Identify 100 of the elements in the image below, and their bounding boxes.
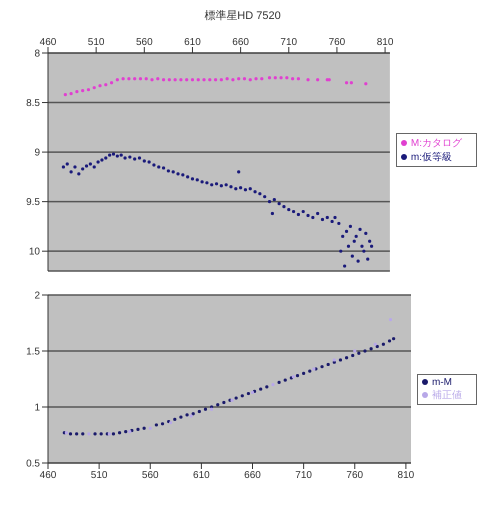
point — [284, 378, 287, 382]
point — [124, 430, 128, 434]
point — [226, 77, 229, 80]
point — [75, 90, 78, 94]
point — [133, 77, 136, 80]
point — [156, 77, 160, 80]
point — [374, 342, 377, 346]
y-tick-label: 9 — [34, 148, 40, 159]
point — [392, 337, 396, 340]
point — [204, 408, 208, 411]
point — [274, 76, 277, 80]
point — [240, 394, 244, 398]
point — [279, 76, 283, 80]
point — [350, 81, 353, 84]
point — [118, 431, 122, 434]
point — [173, 418, 176, 421]
x-tick-label: 610 — [184, 37, 202, 48]
y-tick-label: 8.5 — [26, 98, 40, 110]
point — [292, 375, 296, 378]
point — [208, 78, 212, 82]
point — [277, 380, 281, 384]
legend-label: m:仮等級 — [410, 152, 452, 163]
point — [138, 77, 142, 80]
point — [87, 432, 90, 436]
point — [216, 403, 220, 406]
point — [268, 76, 272, 80]
point — [160, 422, 164, 426]
point — [357, 352, 360, 355]
x-tick-label: 710 — [295, 470, 312, 482]
point — [382, 342, 385, 346]
legend-label: 補正値 — [432, 390, 462, 400]
point — [68, 432, 72, 436]
point — [185, 78, 188, 82]
y-tick-label: 2 — [34, 290, 40, 302]
y-tick-label: 10 — [28, 246, 40, 258]
x-tick-label: 510 — [88, 37, 105, 48]
point — [220, 78, 223, 82]
point — [344, 356, 348, 360]
point — [210, 408, 214, 411]
x-tick-label: 560 — [142, 470, 160, 482]
point — [248, 78, 252, 82]
y-tick-label: 9.5 — [26, 197, 40, 208]
chart-title: 標準星HD 7520 — [203, 9, 282, 23]
x-tick-label: 510 — [90, 470, 108, 482]
x-tick-label: 710 — [280, 37, 298, 48]
point — [306, 78, 310, 82]
point — [190, 414, 193, 418]
point — [222, 400, 226, 404]
point — [198, 410, 201, 414]
point — [259, 387, 262, 391]
point — [285, 76, 288, 80]
point — [100, 432, 103, 436]
point — [185, 413, 189, 416]
point — [86, 88, 90, 92]
point — [237, 77, 240, 80]
point — [388, 339, 392, 343]
point — [351, 354, 354, 358]
point — [320, 365, 324, 368]
point — [192, 412, 195, 416]
point — [370, 347, 373, 350]
point — [296, 374, 300, 378]
point — [122, 77, 125, 80]
x-tick-label: 810 — [398, 470, 415, 482]
point — [142, 426, 146, 430]
legend-label: M:カタログ — [410, 138, 462, 149]
point — [388, 318, 392, 322]
point — [70, 92, 73, 96]
point — [254, 77, 258, 80]
point — [64, 431, 68, 434]
point — [344, 81, 348, 84]
legend-label: m-M — [432, 376, 452, 388]
point — [316, 78, 320, 82]
point — [376, 344, 379, 348]
point — [81, 432, 84, 436]
point — [214, 78, 218, 82]
point — [93, 432, 97, 436]
point — [110, 81, 114, 84]
point — [64, 93, 67, 96]
x-tick-label: 660 — [244, 470, 262, 482]
point — [148, 426, 152, 430]
point — [104, 83, 108, 86]
point — [154, 423, 158, 427]
y-tick-label: 1 — [34, 402, 40, 414]
point — [190, 78, 194, 82]
point — [363, 349, 367, 353]
point — [291, 77, 294, 80]
point — [168, 78, 171, 82]
point — [116, 78, 119, 82]
point — [144, 77, 148, 80]
point — [196, 78, 200, 82]
point — [296, 77, 300, 80]
point — [338, 358, 342, 362]
point — [150, 78, 154, 82]
point — [265, 385, 268, 388]
x-tick-label: 760 — [346, 470, 364, 482]
point — [332, 358, 336, 362]
point — [246, 392, 250, 396]
point — [302, 372, 306, 375]
y-tick-label: 8 — [34, 48, 40, 60]
y-tick-label: 0.5 — [26, 458, 40, 470]
